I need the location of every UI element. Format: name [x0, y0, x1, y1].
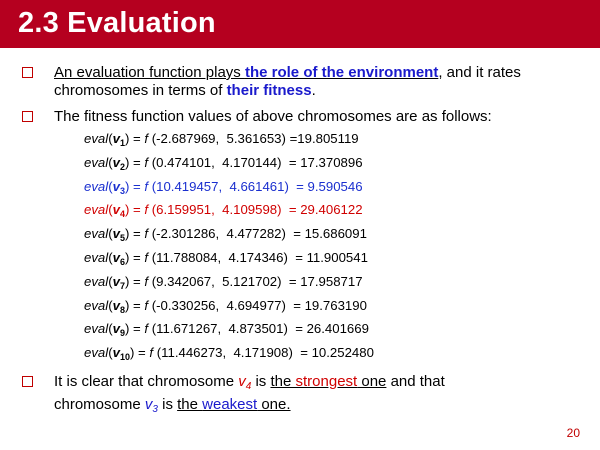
- slide-title: 2.3 Evaluation: [18, 7, 216, 39]
- f-symbol: f: [144, 273, 149, 289]
- eval-func: eval: [84, 345, 109, 361]
- eval-var: v: [112, 250, 120, 265]
- eval-var-sub: 1: [119, 138, 125, 148]
- eval-line-6: eval(v6) = f (11.788084, 4.174346) = 11.…: [84, 250, 368, 267]
- eval-var: v: [112, 131, 120, 146]
- eval-func: eval: [84, 297, 109, 313]
- eval-var: v: [112, 226, 120, 242]
- b3-the-2: the: [177, 396, 203, 413]
- b3-line2-a: chromosome: [54, 396, 145, 413]
- b1-line2-b: .: [311, 82, 316, 99]
- eval-args: (6.159951, 4.109598) = 29.406122: [151, 202, 363, 218]
- eval-var: v: [112, 345, 120, 361]
- f-symbol: f: [144, 250, 149, 265]
- b3-one-1: one: [357, 373, 387, 390]
- eval-args: (9.342067, 5.121702) = 17.958717: [151, 273, 363, 289]
- f-symbol: f: [144, 131, 149, 146]
- eval-var: v: [112, 154, 120, 170]
- b1-keyword-environment: the role of the environment: [244, 64, 439, 81]
- b3-line2-b: is: [157, 396, 178, 413]
- eval-var: v: [112, 321, 120, 337]
- eval-var-sub: 9: [119, 328, 125, 339]
- b3-one-2: one.: [257, 396, 291, 413]
- b3-strongest: strongest: [295, 373, 358, 390]
- b3-the-1: the: [270, 373, 296, 390]
- eval-var: v: [112, 202, 120, 218]
- bullet-text-2: The fitness function values of above chr…: [54, 108, 492, 125]
- b1-line1-b: , and it rates: [438, 64, 521, 81]
- eval-args: (-2.301286, 4.477282) = 15.686091: [151, 226, 367, 242]
- eval-var-sub: 8: [119, 304, 125, 315]
- eval-var-sub: 4: [119, 209, 125, 220]
- eval-args: (10.419457, 4.661461) = 9.590546: [151, 178, 363, 194]
- eval-line-10: eval(v10) = f (11.446273, 4.171908) = 10…: [84, 345, 374, 363]
- b1-line1-a: An evaluation function plays: [54, 64, 245, 81]
- eval-func: eval: [84, 250, 109, 265]
- eval-func: eval: [84, 226, 109, 242]
- eval-line-9: eval(v9) = f (11.671267, 4.873501) = 26.…: [84, 321, 369, 339]
- title-bar: 2.3 Evaluation: [0, 0, 600, 48]
- f-symbol: f: [144, 178, 149, 194]
- eval-func: eval: [84, 154, 109, 170]
- bullet-marker-1: [22, 67, 33, 78]
- eval-args: (-2.687969, 5.361653) =19.805119: [151, 131, 359, 146]
- b1-keyword-fitness: their fitness: [226, 82, 312, 99]
- b3-weakest: weakest: [202, 396, 258, 413]
- eval-func: eval: [84, 178, 109, 194]
- eval-func: eval: [84, 131, 109, 146]
- b3-line1-a: It is clear that chromosome: [54, 373, 239, 390]
- b3-line1-c: and that: [386, 373, 445, 390]
- eval-var-sub: 7: [119, 280, 125, 291]
- f-symbol: f: [149, 345, 154, 361]
- eval-var: v: [112, 178, 120, 194]
- eval-var-sub: 6: [119, 257, 125, 267]
- eval-var: v: [112, 297, 120, 313]
- eval-func: eval: [84, 202, 109, 218]
- bullet-marker-2: [22, 111, 33, 122]
- eval-var-sub: 10: [119, 352, 130, 363]
- eval-func: eval: [84, 321, 109, 337]
- b3-line1-b: is: [251, 373, 271, 390]
- bullet-marker-3: [22, 376, 33, 387]
- eval-line-8: eval(v8) = f (-0.330256, 4.694977) = 19.…: [84, 297, 367, 315]
- eval-line-4: eval(v4) = f (6.159951, 4.109598) = 29.4…: [84, 202, 363, 220]
- eval-args: (11.671267, 4.873501) = 26.401669: [151, 321, 369, 337]
- eval-var-sub: 2: [119, 161, 125, 172]
- f-symbol: f: [144, 321, 149, 337]
- b1-line2-a: chromosomes in terms of: [54, 82, 227, 99]
- bullet-text-3: It is clear that chromosome v4 is the st…: [54, 373, 584, 419]
- eval-line-2: eval(v2) = f (0.474101, 4.170144) = 17.3…: [84, 154, 363, 172]
- v-weak: v3: [144, 396, 158, 415]
- f-symbol: f: [144, 226, 149, 242]
- eval-func: eval: [84, 273, 109, 289]
- page-number: 20: [566, 426, 580, 440]
- eval-args: (11.788084, 4.174346) = 11.900541: [151, 250, 368, 265]
- v-strong: v4: [238, 373, 252, 392]
- f-symbol: f: [144, 297, 149, 313]
- eval-var-sub: 5: [119, 233, 125, 244]
- eval-line-7: eval(v7) = f (9.342067, 5.121702) = 17.9…: [84, 273, 363, 291]
- eval-args: (0.474101, 4.170144) = 17.370896: [151, 154, 363, 170]
- eval-var: v: [112, 273, 120, 289]
- f-symbol: f: [144, 202, 149, 218]
- eval-line-3: eval(v3) = f (10.419457, 4.661461) = 9.5…: [84, 178, 363, 196]
- eval-line-5: eval(v5) = f (-2.301286, 4.477282) = 15.…: [84, 226, 367, 244]
- eval-args: (11.446273, 4.171908) = 10.252480: [156, 345, 374, 361]
- eval-var-sub: 3: [119, 185, 125, 196]
- eval-line-1: eval(v1) = f (-2.687969, 5.361653) =19.8…: [84, 131, 359, 148]
- eval-args: (-0.330256, 4.694977) = 19.763190: [151, 297, 367, 313]
- bullet-text-1: An evaluation function plays the role of…: [54, 64, 584, 100]
- f-symbol: f: [144, 154, 149, 170]
